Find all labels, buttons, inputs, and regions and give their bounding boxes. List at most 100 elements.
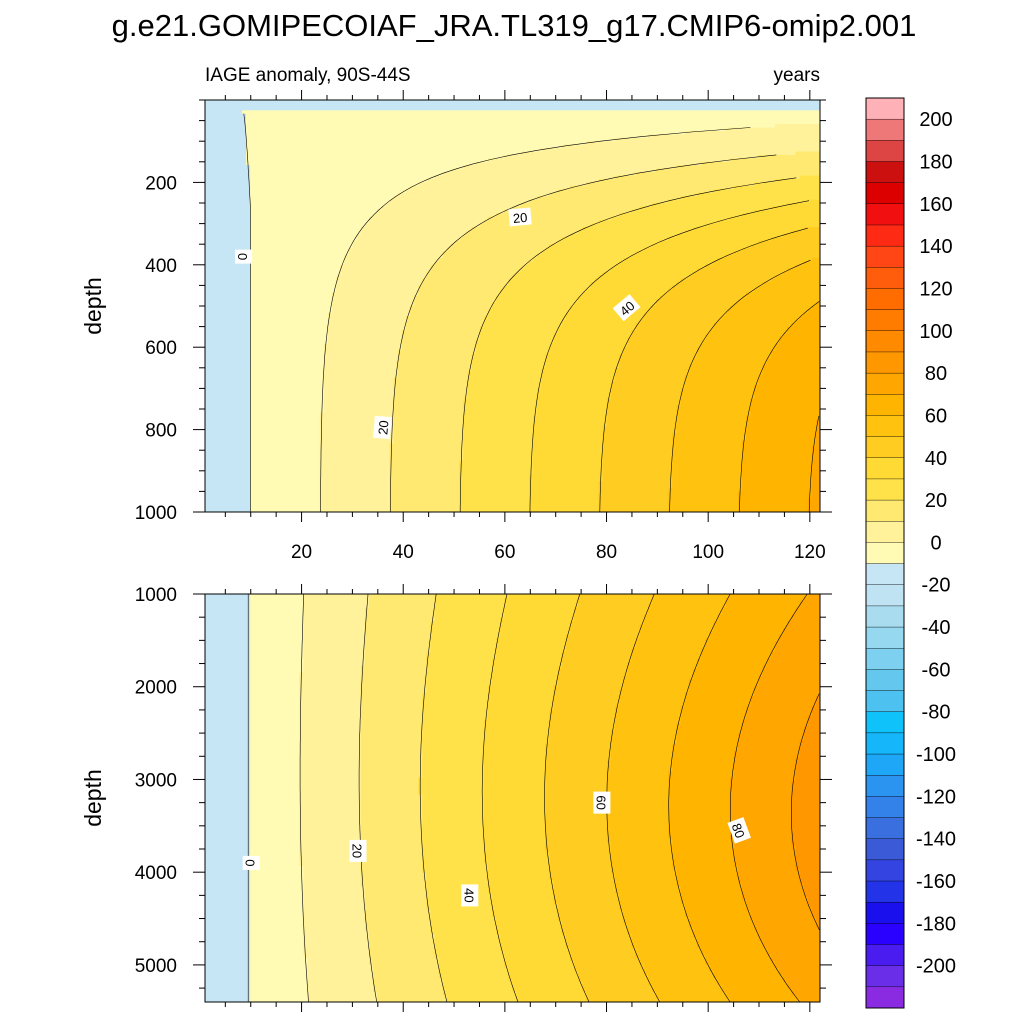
field-cell (807, 144, 813, 149)
field-cell (332, 144, 337, 149)
field-cell (672, 124, 678, 129)
field-cell (405, 113, 411, 118)
field-cell (799, 100, 805, 105)
field-cell (754, 100, 760, 105)
field-cell (520, 106, 526, 111)
field-cell (807, 178, 813, 183)
field-cell (738, 158, 743, 163)
field-cell (500, 151, 505, 156)
field-cell (364, 196, 370, 201)
field-cell (282, 103, 288, 108)
field-cell (434, 113, 440, 118)
field-cell (815, 124, 820, 129)
field-cell (246, 106, 251, 111)
field-cell (336, 117, 341, 122)
field-cell (766, 110, 772, 115)
field-cell (426, 100, 432, 105)
field-cell (512, 106, 518, 111)
field-cell (463, 192, 468, 197)
field-cell (295, 209, 300, 214)
field-cell (336, 203, 341, 208)
field-cell (754, 182, 760, 187)
field-cell (504, 168, 509, 173)
field-cell (426, 144, 432, 149)
field-cell (631, 178, 637, 183)
field-cell (770, 103, 776, 108)
field-cell (750, 161, 755, 166)
field-cell (405, 103, 411, 108)
field-cell (323, 203, 329, 208)
field-cell (258, 134, 263, 139)
field-cell (258, 199, 263, 204)
field-cell (807, 161, 813, 166)
field-cell (340, 182, 345, 187)
field-cell (205, 189, 210, 194)
field-cell (791, 203, 796, 208)
field-cell (471, 158, 477, 163)
field-cell (348, 161, 354, 166)
field-cell (811, 144, 817, 149)
field-cell (475, 161, 481, 166)
field-cell (742, 117, 747, 122)
field-cell (533, 178, 538, 183)
field-cell (574, 103, 579, 108)
field-cell (647, 106, 653, 111)
field-cell (512, 110, 518, 115)
field-cell (323, 206, 329, 211)
field-cell (684, 178, 690, 183)
field-cell (680, 134, 686, 139)
field-cell (569, 100, 575, 105)
field-cell (496, 117, 501, 122)
field-cell (684, 168, 690, 173)
field-cell (795, 161, 801, 166)
field-cell (664, 185, 669, 190)
field-cell (307, 100, 313, 105)
field-cell (549, 203, 555, 208)
field-cell (246, 154, 251, 159)
field-cell (598, 203, 604, 208)
field-cell (479, 106, 485, 111)
field-cell (410, 172, 415, 177)
field-cell (537, 141, 542, 146)
field-cell (692, 127, 698, 132)
field-cell (553, 165, 559, 170)
field-cell (610, 134, 616, 139)
field-cell (303, 144, 309, 149)
field-cell (684, 209, 690, 214)
field-cell (332, 168, 337, 173)
field-cell (405, 144, 411, 149)
field-cell (295, 124, 300, 129)
field-cell (779, 103, 784, 108)
field-cell (549, 165, 555, 170)
field-cell (627, 154, 632, 159)
field-cell (250, 206, 255, 211)
field-cell (520, 151, 526, 156)
field-cell (463, 199, 468, 204)
field-cell (803, 168, 809, 173)
field-cell (754, 127, 760, 132)
field-cell (733, 148, 739, 153)
field-cell (610, 110, 616, 115)
field-cell (410, 124, 415, 129)
field-cell (291, 113, 296, 118)
field-cell (651, 124, 657, 129)
field-cell (463, 151, 468, 156)
field-cell (389, 141, 395, 146)
field-cell (627, 120, 632, 125)
field-cell (738, 134, 743, 139)
field-cell (451, 158, 456, 163)
field-cell (401, 103, 407, 108)
field-cell (217, 206, 222, 211)
field-cell (377, 206, 382, 211)
field-cell (713, 144, 719, 149)
field-cell (701, 113, 706, 118)
field-cell (352, 130, 358, 135)
field-cell (410, 113, 415, 118)
field-cell (340, 189, 345, 194)
field-cell (401, 134, 407, 139)
field-cell (610, 175, 616, 180)
field-cell (742, 203, 747, 208)
field-cell (291, 158, 296, 163)
field-cell (586, 103, 591, 108)
field-cell (754, 185, 760, 190)
